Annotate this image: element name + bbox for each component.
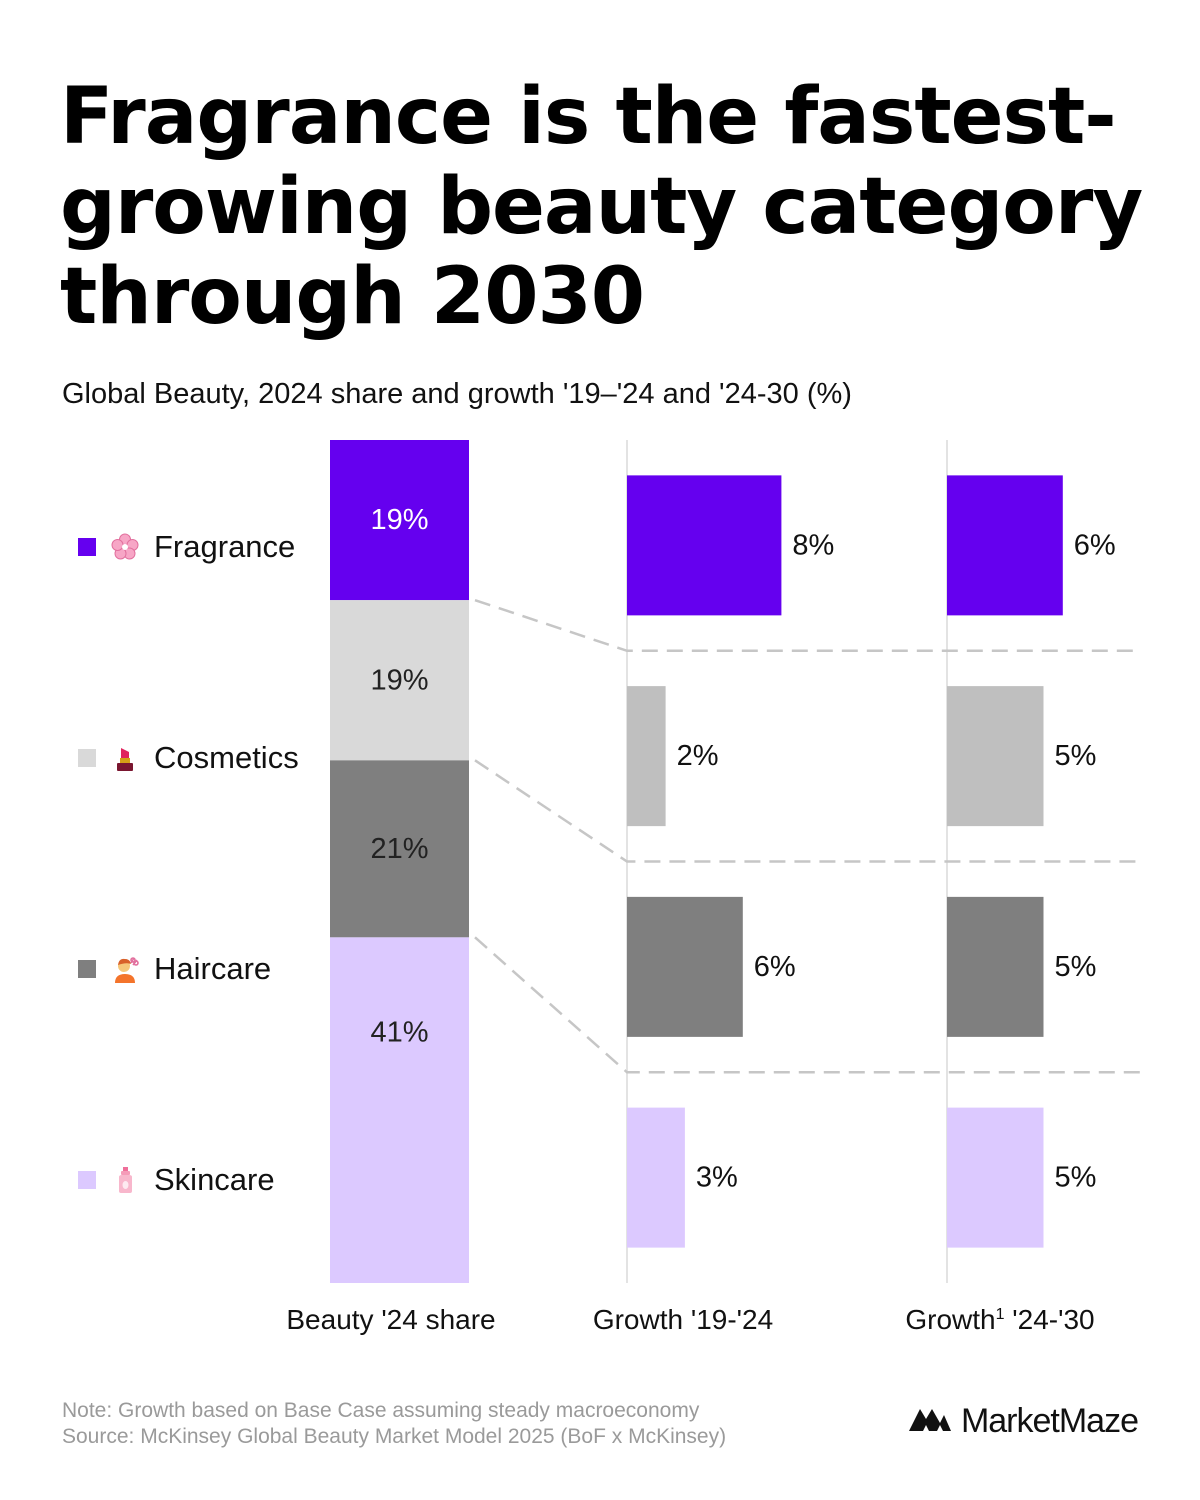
growth-24-30-label-text: Growth: [905, 1304, 996, 1335]
legend-swatch: [78, 1171, 96, 1189]
chart-subtitle: Global Beauty, 2024 share and growth '19…: [62, 378, 852, 410]
growth-19-24-bar-fragrance: [627, 475, 782, 616]
growth-24-30-bar-skincare: [947, 1107, 1044, 1248]
legend-label: Skincare: [154, 1162, 275, 1197]
legend-label: Fragrance: [154, 529, 296, 564]
share-column-label: Beauty '24 share: [286, 1304, 496, 1335]
growth-24-30-bar-fragrance: [947, 475, 1063, 616]
haircut-person-icon: [110, 954, 140, 984]
source-text: Source: McKinsey Global Beauty Market Mo…: [62, 1425, 727, 1448]
note-text: Note: Growth based on Base Case assuming…: [62, 1399, 700, 1422]
row-separator-2: [474, 759, 1140, 863]
footnote: Note: Growth based on Base Case assuming…: [62, 1398, 726, 1450]
lotion-bottle-icon: [110, 1165, 140, 1195]
legend-item-fragrance: Fragrance: [78, 527, 295, 567]
growth-19-24-label-skincare: 3%: [696, 1162, 738, 1194]
legend-item-cosmetics: Cosmetics: [78, 738, 299, 778]
share-segment-haircare: [330, 760, 469, 938]
share-label-fragrance: 19%: [370, 504, 428, 536]
growth-24-30-label-skincare: 5%: [1055, 1162, 1097, 1194]
legend-item-haircare: Haircare: [78, 949, 271, 989]
legend-label: Cosmetics: [154, 740, 299, 775]
growth-19-24-label-fragrance: 8%: [792, 529, 834, 561]
share-label-haircare: 21%: [370, 833, 428, 865]
growth-24-30-label-cosmetics: 5%: [1055, 740, 1097, 772]
row-separator-3: [474, 936, 1140, 1074]
footnote-marker: 1: [995, 1306, 1005, 1323]
share-segment-skincare: [330, 937, 469, 1283]
growth-19-24-bar-cosmetics: [627, 686, 666, 827]
growth-24-30-bar-haircare: [947, 896, 1044, 1037]
brand-logo: MarketMaze: [907, 1402, 1139, 1441]
cherry-blossom-icon: [110, 532, 140, 562]
growth-24-30-label-fragrance: 6%: [1074, 529, 1116, 561]
share-segment-fragrance: [330, 440, 469, 601]
legend-item-skincare: Skincare: [78, 1160, 275, 1200]
growth-24-30-column-label: Growth1 '24-'30: [905, 1304, 1094, 1336]
growth-24-30-bar-cosmetics: [947, 686, 1044, 827]
legend-swatch: [78, 538, 96, 556]
growth-24-30-label-suffix: '24-'30: [1004, 1304, 1095, 1335]
growth-19-24-label-haircare: 6%: [754, 951, 796, 983]
chart-title: Fragrance is the fastest-growing beauty …: [60, 72, 1143, 342]
share-label-skincare: 41%: [370, 1016, 428, 1048]
growth-19-24-bar-haircare: [627, 896, 743, 1037]
growth-19-24-label-cosmetics: 2%: [677, 740, 719, 772]
lipstick-icon: [110, 743, 140, 773]
share-label-cosmetics: 19%: [370, 664, 428, 696]
brand-mark-icon: [907, 1405, 953, 1438]
growth-24-30-label-haircare: 5%: [1055, 951, 1097, 983]
legend-label: Haircare: [154, 951, 272, 986]
legend-swatch: [78, 960, 96, 978]
brand-name: MarketMaze: [960, 1402, 1139, 1440]
growth-19-24-bar-skincare: [627, 1107, 685, 1248]
growth-19-24-column-label: Growth '19-'24: [592, 1304, 774, 1335]
row-separator-1: [474, 598, 1140, 652]
share-segment-cosmetics: [330, 600, 469, 761]
legend-swatch: [78, 749, 96, 767]
